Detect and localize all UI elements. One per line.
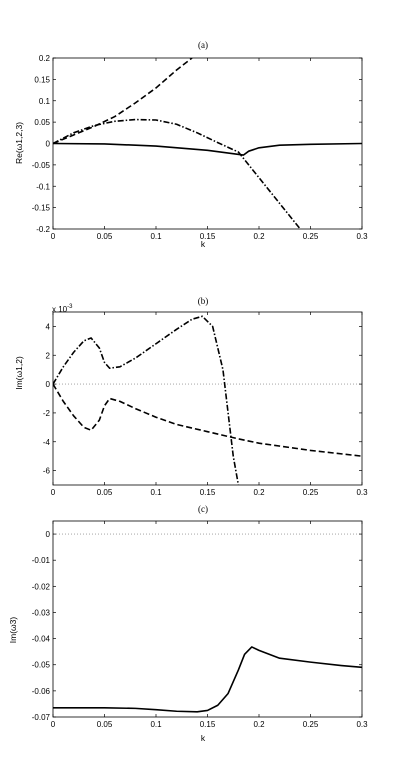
panel-b-exponent-power: -3 bbox=[67, 304, 73, 310]
panel-b-series-group bbox=[53, 315, 362, 485]
panel-b: (b) x 10-3 0 0.05 0.1 0.15 0.2 0.25 0.3-6-4-20… bbox=[14, 296, 368, 497]
panel-b-series-dashed-line bbox=[53, 383, 362, 457]
panel-b-x-tick-label: 0.05 bbox=[97, 488, 113, 497]
panel-a-x-tick-label: 0.1 bbox=[150, 232, 162, 241]
panel-b-exponent-base: x 10 bbox=[52, 305, 68, 314]
panel-b-y-tick-label: -6 bbox=[43, 467, 51, 476]
panel-b-exponent: x 10-3 bbox=[52, 304, 73, 314]
panel-a-y-tick-label: -0.05 bbox=[32, 161, 51, 170]
panel-b-x-tick-label: 0.3 bbox=[356, 488, 368, 497]
panel-a-x-tick-label: 0 bbox=[51, 232, 56, 241]
panel-b-plot-area: 0 0.05 0.1 0.15 0.2 0.25 0.3 -6 -4 -2 0 2 4 bbox=[43, 311, 368, 497]
panel-c-title: (c) bbox=[198, 504, 208, 514]
panel-a-y-tick-label: -0.2 bbox=[36, 225, 50, 234]
panel-b-x-tick-label: 0.25 bbox=[303, 488, 319, 497]
panel-a: (a) 0 0.05 0.1 0.15 0.2 0.25 0.3 -0.2 -0.15 -0.1 -… bbox=[14, 40, 368, 249]
panel-b-x-tick-label: 0 bbox=[51, 488, 56, 497]
panel-c-y-tick-label: -0.02 bbox=[32, 582, 51, 591]
panel-a-x-tick-label: 0.15 bbox=[200, 232, 216, 241]
panel-a-y-tick-label: -0.15 bbox=[32, 204, 51, 213]
panel-a-series-dashdot-line bbox=[53, 118, 301, 229]
panel-c-x-tick-label: 0 bbox=[51, 720, 56, 729]
panel-a-y-label-text: Re(ω1,2,3) bbox=[14, 122, 24, 164]
panel-b-y-label-text: Im(ω1,2) bbox=[14, 356, 24, 390]
panel-a-x-tick-label: 0.05 bbox=[97, 232, 113, 241]
panel-a-y-tick-label: 0.15 bbox=[34, 75, 50, 84]
panel-b-series-dashdot-line bbox=[53, 315, 240, 485]
panel-b-y-tick-label: 4 bbox=[46, 322, 51, 331]
panel-c-y-tick-label: -0.06 bbox=[32, 687, 51, 696]
panel-c-x-label: k bbox=[201, 733, 206, 743]
panel-c-y-tick-label: -0.03 bbox=[32, 608, 51, 617]
panel-c-y-tick-label: 0 bbox=[46, 530, 51, 539]
panel-a-y-label: Re(ω1,2,3) bbox=[14, 122, 24, 164]
panel-c-y-tick-label: -0.05 bbox=[32, 661, 51, 670]
panel-a-series-group bbox=[53, 58, 362, 229]
panel-c: (c) 0 0.05 0.1 0.15 0.2 0.25 0.3 -0.07 -0.06 -0.0… bbox=[8, 504, 368, 743]
panel-a-y-tick-label: 0.05 bbox=[34, 118, 50, 127]
panel-a-y-tick-label: 0.1 bbox=[39, 97, 51, 106]
panel-a-series-solid-line bbox=[53, 142, 362, 156]
panel-c-x-tick-label: 0.25 bbox=[303, 720, 319, 729]
panel-a-y-tick-label: 0.2 bbox=[39, 54, 51, 63]
panel-c-x-tick-label: 0.15 bbox=[200, 720, 216, 729]
panel-b-y-label: Im(ω1,2) bbox=[14, 356, 24, 390]
panel-c-y-tick-label: -0.04 bbox=[32, 635, 51, 644]
panel-b-x-tick-label: 0.15 bbox=[200, 488, 216, 497]
panel-a-series-dashed-line bbox=[53, 58, 193, 145]
panel-a-x-tick-label: 0.2 bbox=[253, 232, 265, 241]
panel-c-y-label-text: Im(ω3) bbox=[8, 617, 18, 644]
panel-b-axes-box bbox=[52, 311, 363, 486]
panel-c-series-solid-line bbox=[53, 646, 362, 713]
panel-b-x-tick-label: 0.1 bbox=[150, 488, 162, 497]
panel-c-y-tick-label: -0.07 bbox=[32, 713, 51, 722]
panel-a-plot-area: 0 0.05 0.1 0.15 0.2 0.25 0.3 -0.2 -0.15 -0.1 -0.05… bbox=[32, 54, 368, 241]
panel-a-title: (a) bbox=[198, 40, 208, 50]
panel-b-title: (b) bbox=[198, 296, 209, 306]
panel-c-axes-box bbox=[52, 520, 363, 718]
panel-c-x-tick-label: 0.05 bbox=[97, 720, 113, 729]
panel-c-y-label: Im(ω3) bbox=[8, 617, 18, 644]
panel-b-x-tick-label: 0.2 bbox=[253, 488, 265, 497]
panel-a-x-label: k bbox=[201, 239, 206, 249]
panel-a-y-tick-label: -0.1 bbox=[36, 182, 50, 191]
panel-b-y-tick-label: 2 bbox=[46, 351, 51, 360]
panel-c-x-tick-label: 0.1 bbox=[150, 720, 162, 729]
panel-c-x-tick-label: 0.3 bbox=[356, 720, 368, 729]
panel-c-x-tick-label: 0.2 bbox=[253, 720, 265, 729]
panel-c-plot-area: 0 0.05 0.1 0.15 0.2 0.25 0.3 -0.07 -0.06 -0.05 -0.… bbox=[32, 520, 368, 729]
panel-a-x-tick-label: 0.3 bbox=[356, 232, 368, 241]
panel-b-y-tick-label: -4 bbox=[43, 438, 51, 447]
panel-a-x-tick-label: 0.25 bbox=[303, 232, 319, 241]
panel-b-y-tick-label: -2 bbox=[43, 409, 51, 418]
panel-c-y-tick-label: -0.01 bbox=[32, 556, 51, 565]
panel-c-series-group bbox=[53, 533, 362, 713]
panel-a-y-tick-label: 0 bbox=[46, 140, 51, 149]
panel-b-y-tick-label: 0 bbox=[46, 380, 51, 389]
